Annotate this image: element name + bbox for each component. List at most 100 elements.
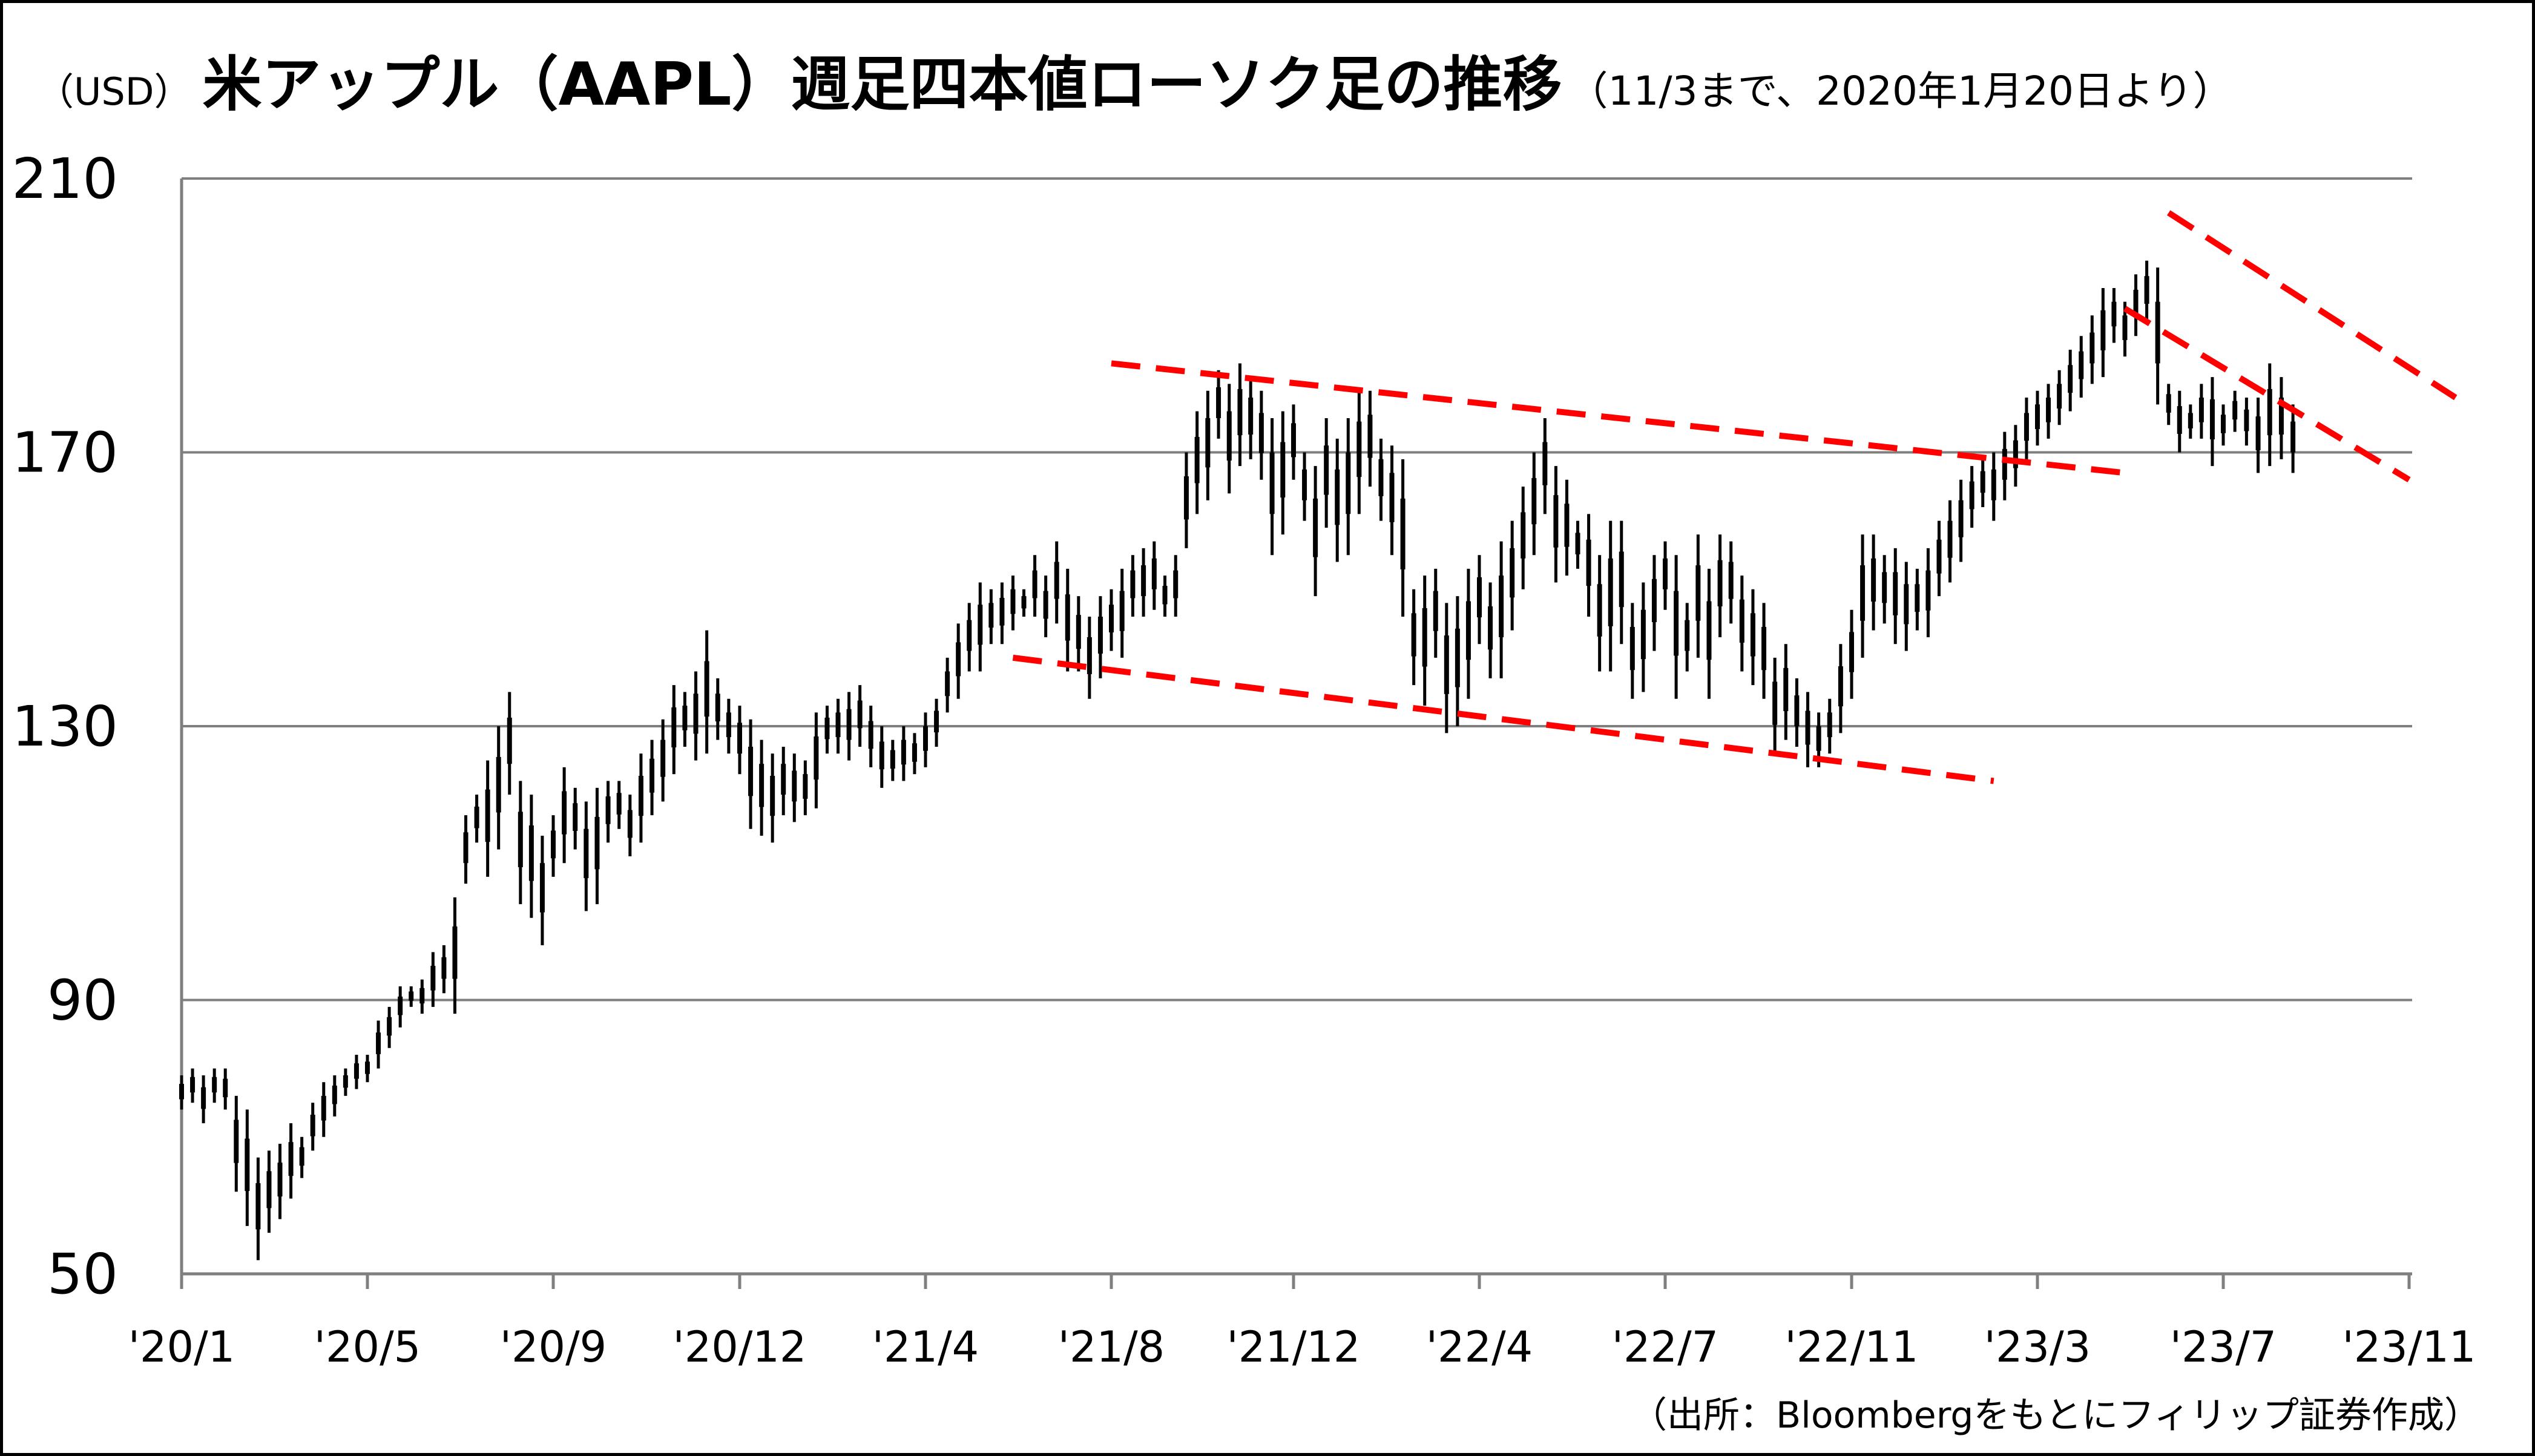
candle-body (2188, 413, 2193, 428)
candle-body (245, 1138, 250, 1192)
candle-body (1455, 628, 1460, 687)
candle-body (2221, 415, 2226, 433)
candle-body (201, 1087, 206, 1109)
candle-body (2046, 398, 2051, 422)
candle-body (1685, 620, 1690, 651)
candle-body (923, 726, 928, 751)
x-tick-label: '22/4 (1426, 1322, 1533, 1372)
candle-body (1400, 498, 1406, 569)
candle-body (2155, 301, 2160, 364)
candle-body (1248, 398, 1254, 435)
candle-body (387, 1017, 392, 1036)
chart-title: （USD） 米アップル（AAPL）週足四本値ローソク足の推移 （11/3まで、2… (36, 36, 2233, 121)
candle-body (1629, 626, 1635, 671)
candle-body (912, 743, 917, 762)
x-tick-label: '20/5 (314, 1322, 421, 1372)
candle-body (409, 991, 414, 1001)
candle-body (1695, 565, 1701, 621)
candle-body (1205, 418, 1211, 468)
candle-body (1827, 712, 1832, 738)
candle-body (1640, 609, 1646, 660)
candle-body (584, 828, 589, 879)
candle-body (803, 774, 808, 799)
candle-body (1838, 666, 1843, 707)
candle-body (419, 988, 425, 1004)
candle-body (846, 709, 852, 740)
candle-body (212, 1077, 217, 1093)
candle-body (1291, 423, 1296, 457)
candle-body (2002, 448, 2007, 480)
candle-body (857, 700, 863, 729)
x-tick-label: '22/7 (1612, 1322, 1718, 1372)
candle-body (660, 739, 666, 777)
candle-body (430, 965, 436, 991)
candle-body (1444, 635, 1449, 694)
candle-body (1510, 548, 1515, 598)
candle-body (1465, 601, 1471, 660)
candle-body (1805, 710, 1810, 745)
candle-body (496, 756, 501, 813)
candle-body (179, 1084, 184, 1100)
candle-body (1054, 562, 1059, 599)
x-tick-label: '21/4 (872, 1322, 979, 1372)
candle-body (1542, 442, 1548, 485)
candle-body (671, 707, 677, 748)
candle-body (539, 863, 545, 913)
candle-body (2209, 399, 2215, 440)
candle-body (288, 1142, 294, 1176)
candle-body (1356, 421, 1362, 477)
candle-body (1728, 562, 1734, 599)
candle-body (1151, 558, 1157, 589)
candle-body (1947, 520, 1953, 558)
x-tick-label: '23/3 (1984, 1322, 2091, 1372)
candle-body (956, 642, 961, 677)
candle-body (715, 694, 720, 722)
candle-body (2290, 421, 2296, 453)
candle-body (1477, 577, 1482, 618)
candle-body (1302, 469, 1307, 500)
candle-body (627, 810, 633, 838)
candle-body (2013, 440, 2018, 468)
candle-body (693, 694, 699, 734)
candle-body (1750, 613, 1755, 657)
candle-body (1269, 452, 1275, 514)
candle-body (1021, 596, 1027, 609)
candle-body (2089, 332, 2095, 364)
candle-body (1237, 389, 1243, 436)
x-tick-label: '20/12 (673, 1322, 807, 1372)
candle-body (879, 741, 884, 770)
candle-body (1130, 570, 1136, 598)
candle-body (1043, 591, 1048, 619)
candle-body (2133, 289, 2139, 318)
trend-line (2166, 210, 2458, 401)
candle-body (353, 1063, 359, 1079)
candle-body (1313, 498, 1318, 557)
candle-body (1216, 387, 1221, 418)
candle-body (1925, 570, 1931, 611)
y-tick-label: 90 (47, 968, 118, 1033)
candle-body (1619, 551, 1624, 608)
candle-body (485, 789, 490, 842)
candle-body (781, 764, 786, 795)
candle-body (223, 1078, 228, 1098)
candle-body (1389, 473, 1395, 522)
candle-body (999, 597, 1005, 626)
candle-body (704, 661, 709, 717)
candle-body (1065, 594, 1070, 641)
candle-body (682, 706, 688, 730)
candle-body (737, 723, 742, 754)
candle-body (726, 712, 731, 738)
candle-body (2100, 310, 2106, 350)
candle-body (343, 1075, 348, 1088)
trend-lines (1012, 210, 2458, 784)
candle-body (2035, 404, 2040, 430)
candle-body (1597, 584, 1602, 637)
candle-body (1706, 601, 1712, 660)
candle-body (266, 1171, 272, 1208)
candle-body (1280, 442, 1286, 498)
candle-body (1422, 608, 1427, 667)
candle-body (2068, 365, 2073, 393)
y-unit-label: （USD） (36, 70, 192, 114)
